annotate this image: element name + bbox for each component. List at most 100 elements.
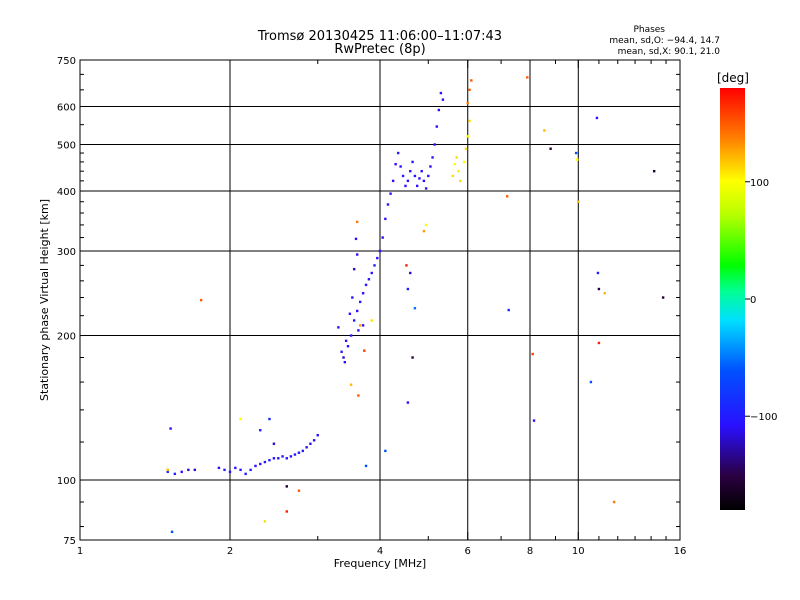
data-point [589,380,593,384]
data-point [352,319,356,322]
colorbar [720,88,745,510]
data-point [193,468,197,472]
colorbar-label: [deg] [717,71,749,85]
data-point [427,174,430,178]
data-point [543,129,546,132]
x-tick-label: 10 [572,546,585,557]
data-point [297,489,301,492]
x-axis-ticks: 1 2 4 6 8 10 16 [77,60,686,557]
data-point [361,324,365,327]
data-point [462,160,466,164]
data-point [507,308,510,312]
colorbar-tick-label: 0 [750,295,756,306]
data-point [364,283,368,287]
data-point [361,292,365,295]
data-point [457,169,460,173]
data-point [349,334,353,337]
colorbar-tick-label: −100 [750,412,777,423]
data-point [170,530,174,534]
data-point [574,151,578,155]
data-point [384,449,387,453]
data-point [470,79,473,82]
data-point [357,329,360,332]
x-tick-label: 4 [377,546,383,557]
data-point [429,165,432,168]
data-point [199,298,203,302]
data-point [435,125,438,128]
data-point [406,179,410,183]
chart-subtitle: RwPretec (8p) [334,42,425,57]
data-point [394,162,397,166]
data-point [301,449,305,453]
y-tick-label: 750 [57,56,76,67]
x-tick-label: 8 [527,546,533,557]
data-point [531,352,534,356]
data-point [439,91,443,95]
data-point [532,419,536,422]
data-point [378,249,382,253]
data-point [597,341,601,345]
data-point [526,76,529,79]
data-point [422,229,426,233]
data-point [346,345,350,348]
data-point [424,223,428,227]
x-tick-label: 1 [77,546,83,557]
data-point [376,256,379,260]
data-point [597,287,601,291]
grid-lines [80,60,680,540]
data-point [386,203,390,206]
data-point [404,184,407,188]
data-point [413,307,417,310]
data-point [351,296,354,299]
y-tick-label: 100 [57,476,76,487]
data-point [370,271,373,275]
data-point [272,457,276,460]
data-point [405,264,408,267]
data-point [337,326,340,329]
data-point [169,427,172,430]
data-point [268,417,271,421]
data-point [549,147,552,150]
data-point [603,292,606,295]
data-point [364,464,368,468]
data-point [409,271,412,275]
data-point [399,165,402,168]
phase-info-o: mean, sd,O: −94.4, 14.7 [609,36,720,46]
data-point [254,464,257,468]
data-point [367,278,371,281]
data-point [420,169,423,173]
data-point [357,394,360,397]
data-point [312,439,316,442]
data-point [451,174,455,178]
data-point [409,169,412,173]
data-point [285,457,288,460]
data-point [455,156,458,159]
data-point [363,349,366,352]
colorbar-ticks: 100 0 −100 [745,178,777,423]
data-point [316,433,319,437]
data-point [406,401,410,404]
data-point [433,143,436,146]
data-point [249,468,252,472]
y-tick-label: 200 [57,332,76,343]
data-point [453,162,456,166]
data-point [577,200,580,203]
data-point [348,312,352,315]
data-point [234,466,237,470]
data-point [358,324,362,327]
data-point [239,417,242,421]
data-point [441,98,445,101]
data-point [396,151,400,155]
data-point [373,264,376,267]
data-point [381,236,384,239]
data-point [415,184,419,188]
data-point [297,451,301,454]
data-point [173,472,177,476]
colorbar-tick-label: 100 [750,178,769,189]
phase-info-x: mean, sd,X: 90.1, 21.0 [618,47,721,57]
data-point [349,383,353,386]
data-point [505,195,509,198]
data-point [354,237,358,241]
data-point [239,468,242,472]
y-tick-label: 300 [57,247,76,258]
